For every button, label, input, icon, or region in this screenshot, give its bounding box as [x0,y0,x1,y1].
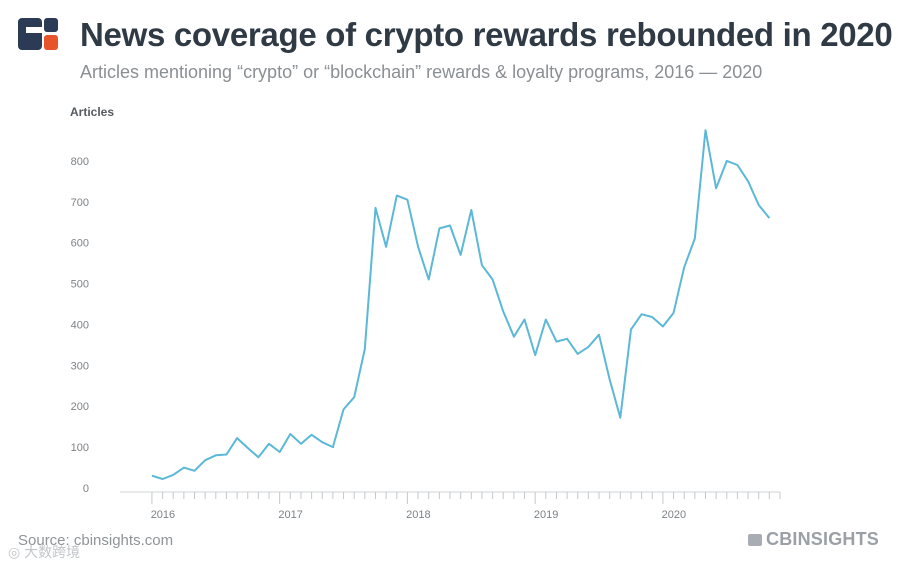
series-line [151,129,771,480]
chart-title: News coverage of crypto rewards rebounde… [80,16,893,53]
x-tick-label: 2017 [278,509,302,521]
x-axis: 2016 2017 2018 2019 2020 [120,491,781,521]
brand-text: CBINSIGHTS [766,529,880,549]
y-axis-title: Articles [70,105,114,119]
y-axis-ticks: 0 100 200 300 400 500 600 700 800 [71,156,89,495]
watermark: ◎ 大数跨境 [8,544,81,560]
y-tick-label: 200 [71,401,89,413]
x-tick-label: 2016 [151,509,175,521]
y-tick-label: 300 [71,360,89,372]
x-tick-label: 2020 [662,509,686,521]
y-tick-label: 800 [71,156,89,168]
cb-insights-brand: CBINSIGHTS [748,529,879,550]
series-group [151,129,771,480]
y-tick-label: 600 [71,238,89,250]
y-tick-label: 0 [83,483,89,495]
chart-subtitle: Articles mentioning “crypto” or “blockch… [80,62,763,82]
source-note: Source: cbinsights.com [18,532,174,549]
y-tick-label: 400 [71,319,89,331]
x-tick-label: 2019 [534,509,558,521]
x-tick-label: 2018 [406,509,430,521]
y-tick-label: 100 [71,442,89,454]
y-tick-label: 700 [71,197,89,209]
y-tick-label: 500 [71,279,89,291]
brand-mark-icon [748,534,762,546]
cb-insights-logo-icon [18,18,58,50]
